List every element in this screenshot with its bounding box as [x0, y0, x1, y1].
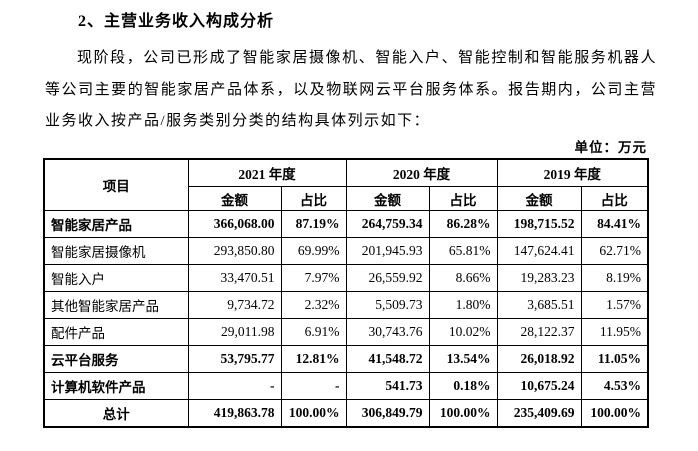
- row-label-cell: 计算机软件产品: [43, 372, 189, 400]
- header-row-years: 项目 2021 年度 2020 年度 2019 年度: [43, 158, 649, 211]
- amount-cell: 419,863.78: [187, 399, 282, 428]
- ratio-cell: 8.19%: [580, 264, 649, 292]
- ratio-cell: 10.02%: [428, 318, 498, 346]
- amount-cell: 235,409.69: [496, 399, 582, 428]
- ratio-cell: 69.99%: [280, 237, 347, 265]
- ratio-cell: 84.41%: [580, 210, 649, 238]
- amount-cell: 9,734.72: [187, 291, 282, 319]
- row-label-cell: 智能家居摄像机: [43, 237, 189, 265]
- amount-cell: 3,685.51: [496, 291, 582, 319]
- ratio-cell: 1.57%: [580, 291, 649, 319]
- amount-cell: 41,548.72: [345, 345, 430, 373]
- col-header-amount-2019: 金额: [496, 186, 582, 211]
- table-row: 总计 419,863.78 100.00% 306,849.79 100.00% 235,…: [43, 399, 649, 428]
- row-label-cell: 智能家居产品: [43, 210, 189, 238]
- amount-cell: 541.73: [345, 372, 430, 400]
- col-header-ratio-2021: 占比: [280, 186, 347, 211]
- col-header-year-2021: 2021 年度: [187, 158, 347, 187]
- table-row: 智能家居产品 366,068.00 87.19% 264,759.34 86.28% 19…: [43, 210, 649, 238]
- ratio-cell: 12.81%: [280, 345, 347, 373]
- unit-label: 单位：万元: [574, 140, 647, 155]
- ratio-cell: 4.53%: [580, 372, 649, 400]
- row-label-cell: 智能入户: [43, 264, 189, 292]
- amount-cell: 26,018.92: [496, 345, 582, 373]
- amount-cell: 26,559.92: [345, 264, 430, 292]
- ratio-cell: 7.97%: [280, 264, 347, 292]
- row-label-cell: 云平台服务: [43, 345, 189, 373]
- header-row-subcolumns: 金额 占比 金额 占比 金额 占比: [44, 186, 649, 211]
- table-row: 计算机软件产品 - -541.73 0.18% 10,675.24 4.53%: [43, 372, 649, 400]
- amount-cell: 33,470.51: [187, 264, 282, 292]
- revenue-table: 项目 2021 年度 2020 年度 2019 年度 金额 占比 金额 占比 金…: [43, 158, 649, 428]
- intro-paragraph: 现阶段，公司已形成了智能家居摄像机、智能入户、智能控制和智能服务机器人等公司主要…: [45, 50, 657, 129]
- ratio-cell: 8.66%: [428, 264, 498, 292]
- table-row: 其他智能家居产品 9,734.72 2.32% 5,509.73 1.80% 3,685.…: [43, 291, 649, 319]
- amount-cell: 264,759.34: [345, 210, 430, 238]
- ratio-cell: 6.91%: [280, 318, 347, 346]
- col-header-year-2019: 2019 年度: [496, 158, 649, 187]
- amount-cell: 30,743.76: [345, 318, 430, 346]
- col-header-ratio-2019: 占比: [580, 186, 649, 211]
- ratio-cell: 11.05%: [580, 345, 649, 373]
- table-row: 智能家居摄像机 293,850.80 69.99% 201,945.93 65.81% 1…: [43, 237, 649, 265]
- col-header-year-2020: 2020 年度: [345, 158, 498, 187]
- revenue-table-header: 项目 2021 年度 2020 年度 2019 年度 金额 占比 金额 占比 金…: [43, 158, 649, 211]
- ratio-cell: 2.32%: [280, 291, 347, 319]
- ratio-cell: 13.54%: [428, 345, 498, 373]
- col-header-ratio-2020: 占比: [428, 186, 498, 211]
- col-header-amount-2021: 金额: [187, 186, 282, 211]
- amount-cell: -: [187, 372, 282, 400]
- ratio-cell: 0.18%: [428, 372, 498, 400]
- ratio-cell: 11.95%: [580, 318, 649, 346]
- col-header-item: 项目: [43, 158, 189, 211]
- ratio-cell: 86.28%: [428, 210, 498, 238]
- ratio-cell: 87.19%: [280, 210, 347, 238]
- table-row: 配件产品 29,011.98 6.91% 30,743.76 10.02% 28,122.…: [43, 318, 649, 346]
- ratio-cell: 100.00%: [428, 399, 498, 428]
- table-row: 智能入户 33,470.51 7.97% 26,559.92 8.66% 19,283.2…: [43, 264, 649, 292]
- ratio-cell: 100.00%: [280, 399, 347, 428]
- amount-cell: 5,509.73: [345, 291, 430, 319]
- ratio-cell: 100.00%: [580, 399, 649, 428]
- amount-cell: 293,850.80: [187, 237, 282, 265]
- table-row: 云平台服务 53,795.77 12.81% 41,548.72 13.54% 26,01…: [43, 345, 649, 373]
- ratio-cell: -: [280, 372, 347, 400]
- amount-cell: 198,715.52: [496, 210, 582, 238]
- row-label-cell: 总计: [43, 399, 189, 428]
- ratio-cell: 62.71%: [580, 237, 649, 265]
- row-label-cell: 其他智能家居产品: [43, 291, 189, 319]
- amount-cell: 147,624.41: [496, 237, 582, 265]
- amount-cell: 10,675.24: [496, 372, 582, 400]
- amount-cell: 306,849.79: [345, 399, 430, 428]
- amount-cell: 53,795.77: [187, 345, 282, 373]
- row-label-cell: 配件产品: [43, 318, 189, 346]
- col-header-amount-2020: 金额: [345, 186, 430, 211]
- amount-cell: 19,283.23: [496, 264, 582, 292]
- amount-cell: 366,068.00: [187, 210, 282, 238]
- amount-cell: 201,945.93: [345, 237, 430, 265]
- amount-cell: 28,122.37: [496, 318, 582, 346]
- revenue-table-container: 项目 2021 年度 2020 年度 2019 年度 金额 占比 金额 占比 金…: [43, 158, 649, 428]
- revenue-table-body: 智能家居产品 366,068.00 87.19% 264,759.34 86.28% 19…: [43, 210, 649, 428]
- amount-cell: 29,011.98: [187, 318, 282, 346]
- ratio-cell: 65.81%: [428, 237, 498, 265]
- section-title: 2、主营业务收入构成分析: [78, 13, 275, 30]
- ratio-cell: 1.80%: [428, 291, 498, 319]
